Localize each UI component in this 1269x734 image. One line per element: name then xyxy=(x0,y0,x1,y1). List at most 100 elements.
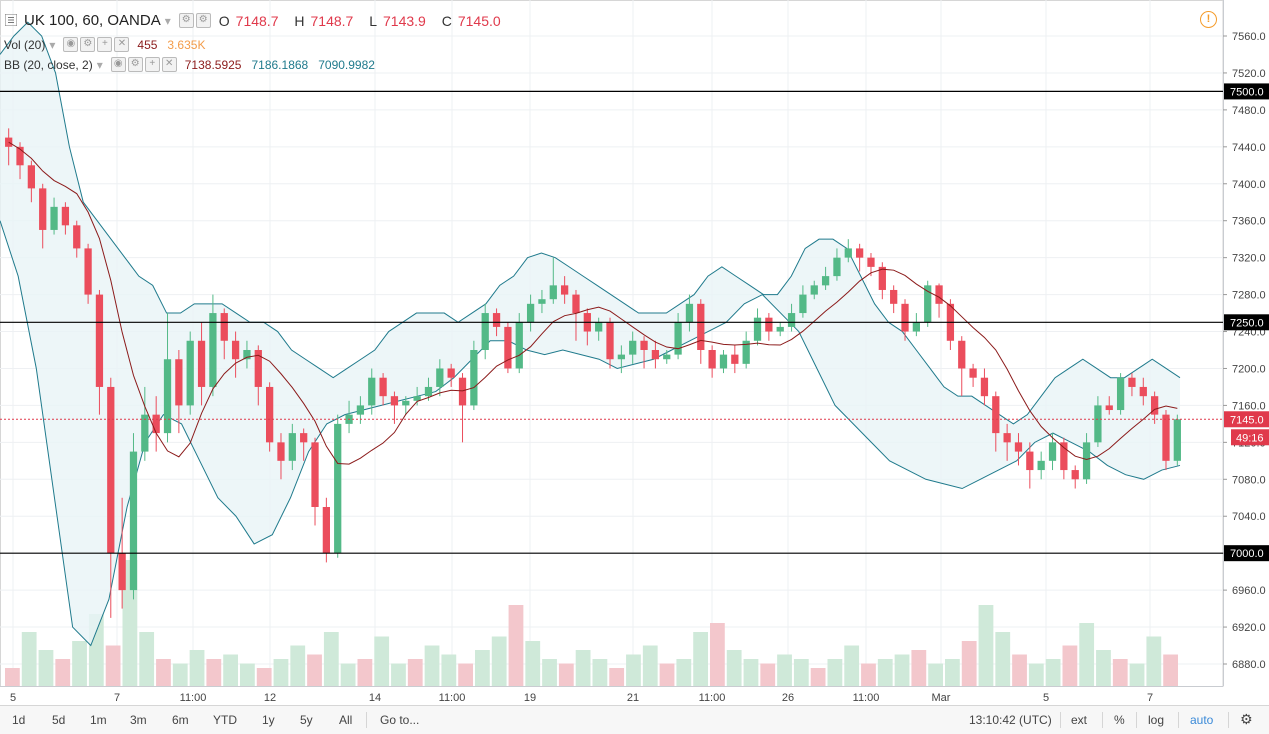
menu-icon[interactable] xyxy=(5,14,17,26)
log-toggle[interactable]: log xyxy=(1148,713,1165,727)
volume-bar xyxy=(928,663,943,686)
chevron-down-icon[interactable]: ▾ xyxy=(49,37,56,52)
candle xyxy=(163,359,172,434)
candle xyxy=(1071,470,1079,480)
last-price-label: 7145.0 xyxy=(1230,414,1264,426)
range-1y[interactable]: 1y xyxy=(262,713,275,727)
clock[interactable]: 13:10:42 (UTC) xyxy=(969,713,1052,727)
volume-bar xyxy=(861,663,876,686)
add-icon[interactable]: + xyxy=(97,37,113,52)
time-tick-label: 11:00 xyxy=(180,692,207,704)
candle xyxy=(413,396,421,401)
volume-bar xyxy=(407,659,423,686)
volume-bar xyxy=(391,663,406,686)
divider xyxy=(1136,712,1137,728)
chevron-down-icon[interactable]: ▾ xyxy=(96,57,103,72)
candle xyxy=(572,294,580,314)
bb-label[interactable]: BB (20, close, 2) xyxy=(4,57,93,72)
bb-lower-line xyxy=(0,220,1181,647)
warning-icon[interactable]: ! xyxy=(1200,11,1217,28)
range-1m[interactable]: 1m xyxy=(90,713,107,727)
range-6m[interactable]: 6m xyxy=(172,713,189,727)
time-tick-label: 19 xyxy=(524,692,536,704)
candle xyxy=(776,326,784,332)
range-5y[interactable]: 5y xyxy=(300,713,313,727)
volume-bar xyxy=(72,641,87,686)
volume-bar xyxy=(626,654,641,686)
price-tick-label: 7040.0 xyxy=(1232,511,1266,523)
candle xyxy=(50,206,58,230)
candle xyxy=(878,266,886,290)
bb-upper-value: 7186.1868 xyxy=(251,57,309,72)
range-3m[interactable]: 3m xyxy=(130,713,147,727)
settings-icon[interactable]: ⚙ xyxy=(178,13,194,28)
candle xyxy=(674,322,682,355)
candle xyxy=(118,553,126,591)
eye-icon[interactable]: ◉ xyxy=(110,57,126,72)
bb-fill xyxy=(0,22,1180,646)
candle xyxy=(924,285,932,323)
range-all[interactable]: All xyxy=(339,713,353,727)
volume-bar xyxy=(374,636,390,686)
eye-icon[interactable]: ◉ xyxy=(63,37,79,52)
volume-bar xyxy=(458,663,473,686)
volume-bar xyxy=(38,650,54,686)
ext-toggle[interactable]: ext xyxy=(1071,713,1088,727)
time-tick-label: 12 xyxy=(264,692,276,704)
candle xyxy=(787,313,796,327)
volume-label[interactable]: Vol (20) xyxy=(4,37,46,52)
candle xyxy=(16,146,24,166)
settings-icon[interactable]: ⚙ xyxy=(80,37,96,52)
settings-icon[interactable]: ⚙ xyxy=(127,57,143,72)
bb-legend: BB (20, close, 2) ▾ ◉ ⚙ + ✕ 7138.5925 71… xyxy=(4,57,375,72)
candle xyxy=(821,276,830,286)
candle xyxy=(492,313,501,327)
candle xyxy=(651,350,660,360)
candle xyxy=(992,396,1000,434)
volume-bar xyxy=(911,650,927,686)
percent-toggle[interactable]: % xyxy=(1114,713,1125,727)
candle xyxy=(912,322,920,332)
candle xyxy=(867,257,875,267)
candle xyxy=(969,368,977,378)
volume-bar xyxy=(1062,645,1078,686)
close-icon[interactable]: ✕ xyxy=(161,57,177,72)
close-icon[interactable]: ✕ xyxy=(114,37,130,52)
candle xyxy=(617,354,625,360)
range-1d[interactable]: 1d xyxy=(12,713,26,727)
volume-bar xyxy=(475,650,490,686)
range-ytd[interactable]: YTD xyxy=(213,713,237,727)
time-tick-label: 11:00 xyxy=(439,692,466,704)
candle xyxy=(220,313,228,341)
volume-bar xyxy=(693,632,708,686)
candle xyxy=(175,359,183,406)
candle xyxy=(526,303,535,323)
volume-bar xyxy=(894,654,910,686)
price-tick-label: 7360.0 xyxy=(1232,216,1266,228)
candle xyxy=(390,396,399,406)
auto-toggle[interactable]: auto xyxy=(1190,713,1214,727)
price-tick-label: 6920.0 xyxy=(1232,622,1266,634)
volume-bar xyxy=(542,659,557,686)
volume-bar xyxy=(1146,636,1162,686)
goto-button[interactable]: Go to... xyxy=(380,713,420,727)
chevron-down-icon[interactable]: ▾ xyxy=(164,13,171,28)
time-tick-label: 26 xyxy=(782,692,794,704)
candle xyxy=(844,248,852,258)
candle xyxy=(402,400,410,406)
price-tick-label: 7480.0 xyxy=(1232,105,1266,117)
volume-bar xyxy=(1129,663,1145,686)
settings-icon[interactable]: ⚙ xyxy=(1240,711,1253,727)
volume-bar xyxy=(743,659,759,686)
price-tick-label: 6960.0 xyxy=(1232,585,1266,597)
price-chart[interactable]: 7560.0 7520.0 7480.0 7440.0 7400.0 7360.0 7320… xyxy=(0,0,1269,705)
symbol-title[interactable]: UK 100, 60, OANDA xyxy=(24,12,161,29)
volume-bar xyxy=(945,659,960,686)
volume-bar xyxy=(508,605,524,686)
gear-icon[interactable]: ⚙ xyxy=(195,13,211,28)
add-icon[interactable]: + xyxy=(144,57,160,72)
volume-bar xyxy=(978,605,994,686)
candle xyxy=(84,248,92,295)
range-5d[interactable]: 5d xyxy=(52,713,66,727)
